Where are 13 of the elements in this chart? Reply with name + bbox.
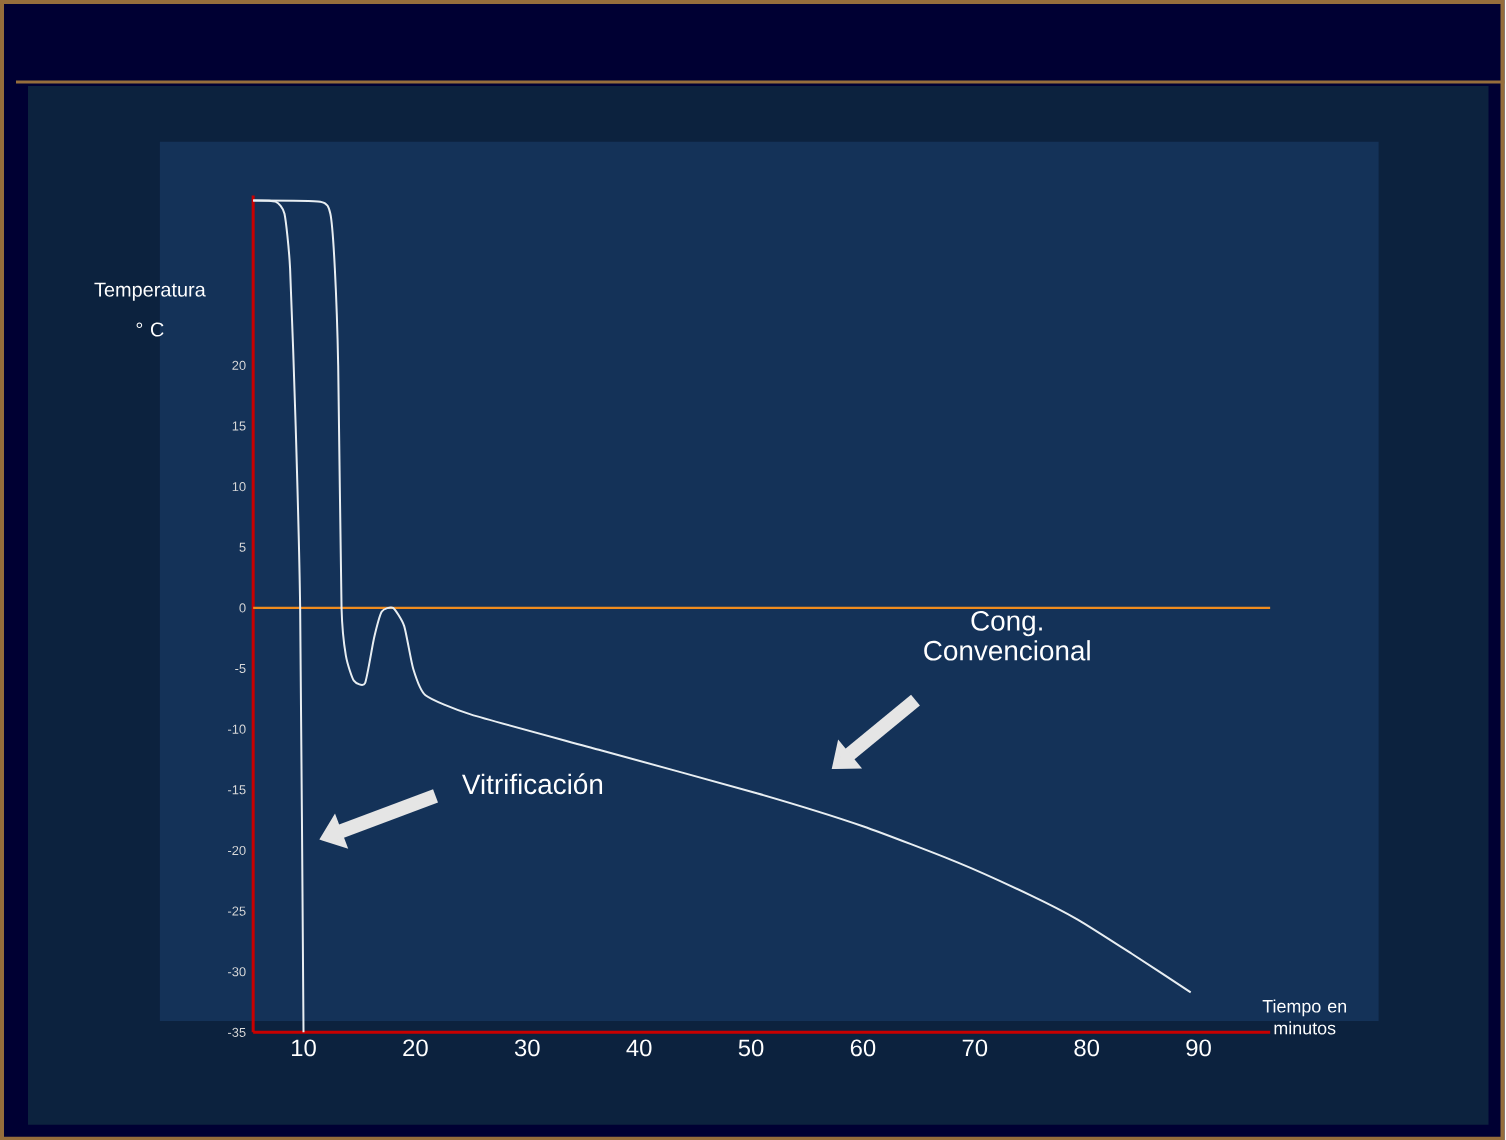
x-tick-label: 10 (292, 1038, 316, 1056)
x-tick-label: 40 (626, 1038, 652, 1056)
annotation: Vitrificación (462, 772, 603, 794)
x-tick-label: 30 (514, 1038, 540, 1056)
y-axis-title: Temperatura ° C (94, 282, 206, 337)
x-tick-label: 90 (1186, 1038, 1211, 1056)
x-axis-title: Tiempo en minutos (1262, 999, 1347, 1035)
x-tick-label: 20 (403, 1038, 428, 1056)
x-tick-label: 70 (962, 1038, 988, 1056)
x-tick-label: 50 (738, 1038, 764, 1056)
x-tick-label: 80 (1074, 1038, 1100, 1056)
x-tick-label: 60 (850, 1038, 876, 1056)
annotation: Cong. Convencional (924, 610, 1090, 661)
